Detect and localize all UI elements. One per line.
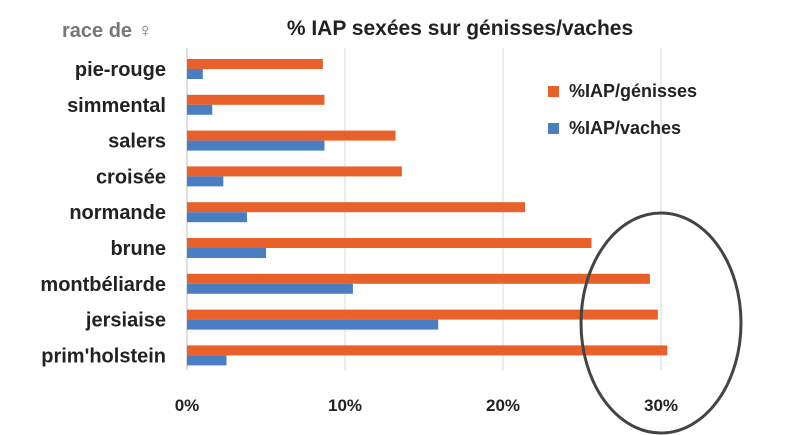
bar-vaches [187, 212, 248, 223]
bar-vaches [187, 69, 203, 79]
bar-genisses [187, 166, 402, 177]
category-labels: pie-rouge simmental salers croisée normande b… [40, 59, 166, 367]
category-label: brune [110, 238, 166, 260]
category-label: montbéliarde [40, 274, 166, 296]
bar-vaches [187, 104, 213, 115]
bar-vaches [187, 355, 227, 366]
legend-label: %IAP/génisses [569, 81, 697, 101]
category-label: normande [69, 202, 166, 224]
bar-genisses [187, 202, 526, 213]
bar-genisses [187, 238, 592, 248]
legend: %IAP/génisses %IAP/vaches [548, 81, 697, 138]
category-label: prim'holstein [41, 345, 166, 367]
bar-vaches [187, 248, 266, 258]
legend-label: %IAP/vaches [569, 118, 681, 138]
category-label: salers [108, 131, 166, 153]
category-label: pie-rouge [75, 59, 166, 81]
x-tick-label: 10% [328, 396, 362, 415]
bar-vaches [187, 283, 353, 294]
x-tick-labels: 0% 10% 20% 30% [175, 396, 678, 415]
x-tick-label: 20% [486, 396, 520, 415]
bar-genisses [187, 309, 658, 320]
x-tick-label: 0% [175, 396, 200, 415]
legend-swatch [548, 123, 559, 134]
legend-swatch [548, 86, 559, 97]
bar-vaches [187, 319, 439, 330]
category-label: jersiaise [85, 310, 166, 332]
bar-genisses [187, 94, 325, 105]
bars [187, 59, 668, 366]
bar-genisses [187, 59, 323, 69]
bar-genisses [187, 273, 650, 284]
highlight-ellipse [579, 211, 743, 435]
bar-genisses [187, 345, 668, 356]
bar-vaches [187, 176, 224, 187]
x-tick-label: 30% [644, 396, 678, 415]
chart-title: % IAP sexées sur génisses/vaches [287, 17, 633, 40]
bar-genisses [187, 130, 396, 141]
category-label: simmental [67, 95, 166, 117]
bar-vaches [187, 140, 325, 151]
corner-label: race de ♀ [62, 20, 153, 42]
category-label: croisée [96, 166, 166, 188]
